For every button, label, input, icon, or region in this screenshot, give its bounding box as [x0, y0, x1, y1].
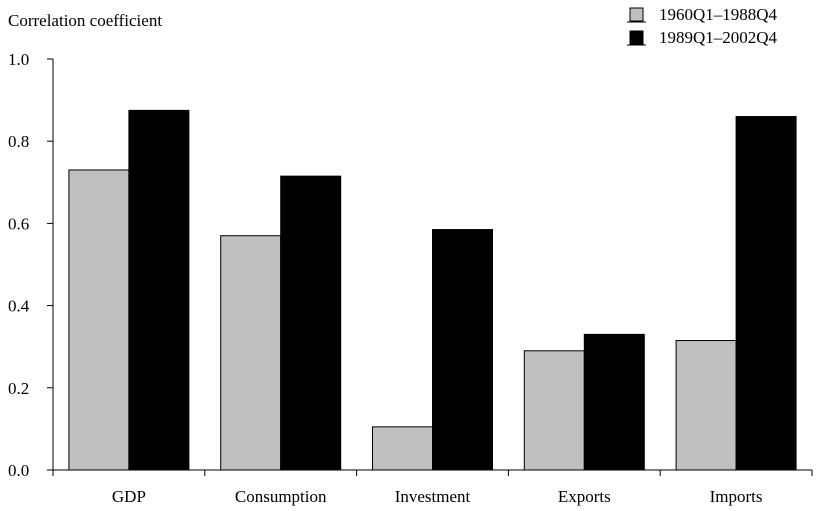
x-category-label: Imports [710, 487, 763, 506]
legend-label: 1989Q1–2002Q4 [659, 28, 778, 47]
x-category-label: Investment [395, 487, 471, 506]
bar-exports-series-1 [523, 350, 585, 471]
bar-gdp-series-2 [128, 109, 190, 471]
bar-investment-series-1 [372, 426, 433, 471]
y-tick-label: 0.6 [8, 214, 29, 233]
bar-consumption-series-2 [280, 175, 342, 471]
x-axis-categories: GDP Consumption Investment Exports Imports [112, 487, 763, 506]
y-axis-label: Correlation coefficient [8, 11, 162, 30]
bar-imports-series-2 [735, 116, 797, 471]
bar-gdp-series-1 [68, 169, 130, 471]
bars [68, 109, 797, 471]
y-tick-label: 0.0 [8, 461, 29, 480]
legend-swatch [629, 7, 644, 22]
legend: 1960Q1–1988Q4 1989Q1–2002Q4 [627, 5, 778, 47]
legend-swatch [629, 30, 644, 45]
x-category-label: Consumption [235, 487, 327, 506]
legend-label: 1960Q1–1988Q4 [659, 5, 778, 24]
y-tick-label: 0.4 [8, 297, 30, 316]
x-category-label: Exports [558, 487, 611, 506]
y-tick-label: 0.8 [8, 132, 29, 151]
y-axis-ticks: 0.0 0.2 0.4 0.6 0.8 1.0 [8, 50, 53, 480]
bar-exports-series-2 [583, 333, 645, 471]
bar-consumption-series-1 [220, 235, 282, 471]
x-category-label: GDP [112, 487, 146, 506]
y-tick-label: 0.2 [8, 379, 29, 398]
bar-investment-series-2 [432, 229, 493, 471]
bar-imports-series-1 [675, 340, 737, 471]
y-tick-label: 1.0 [8, 50, 29, 69]
